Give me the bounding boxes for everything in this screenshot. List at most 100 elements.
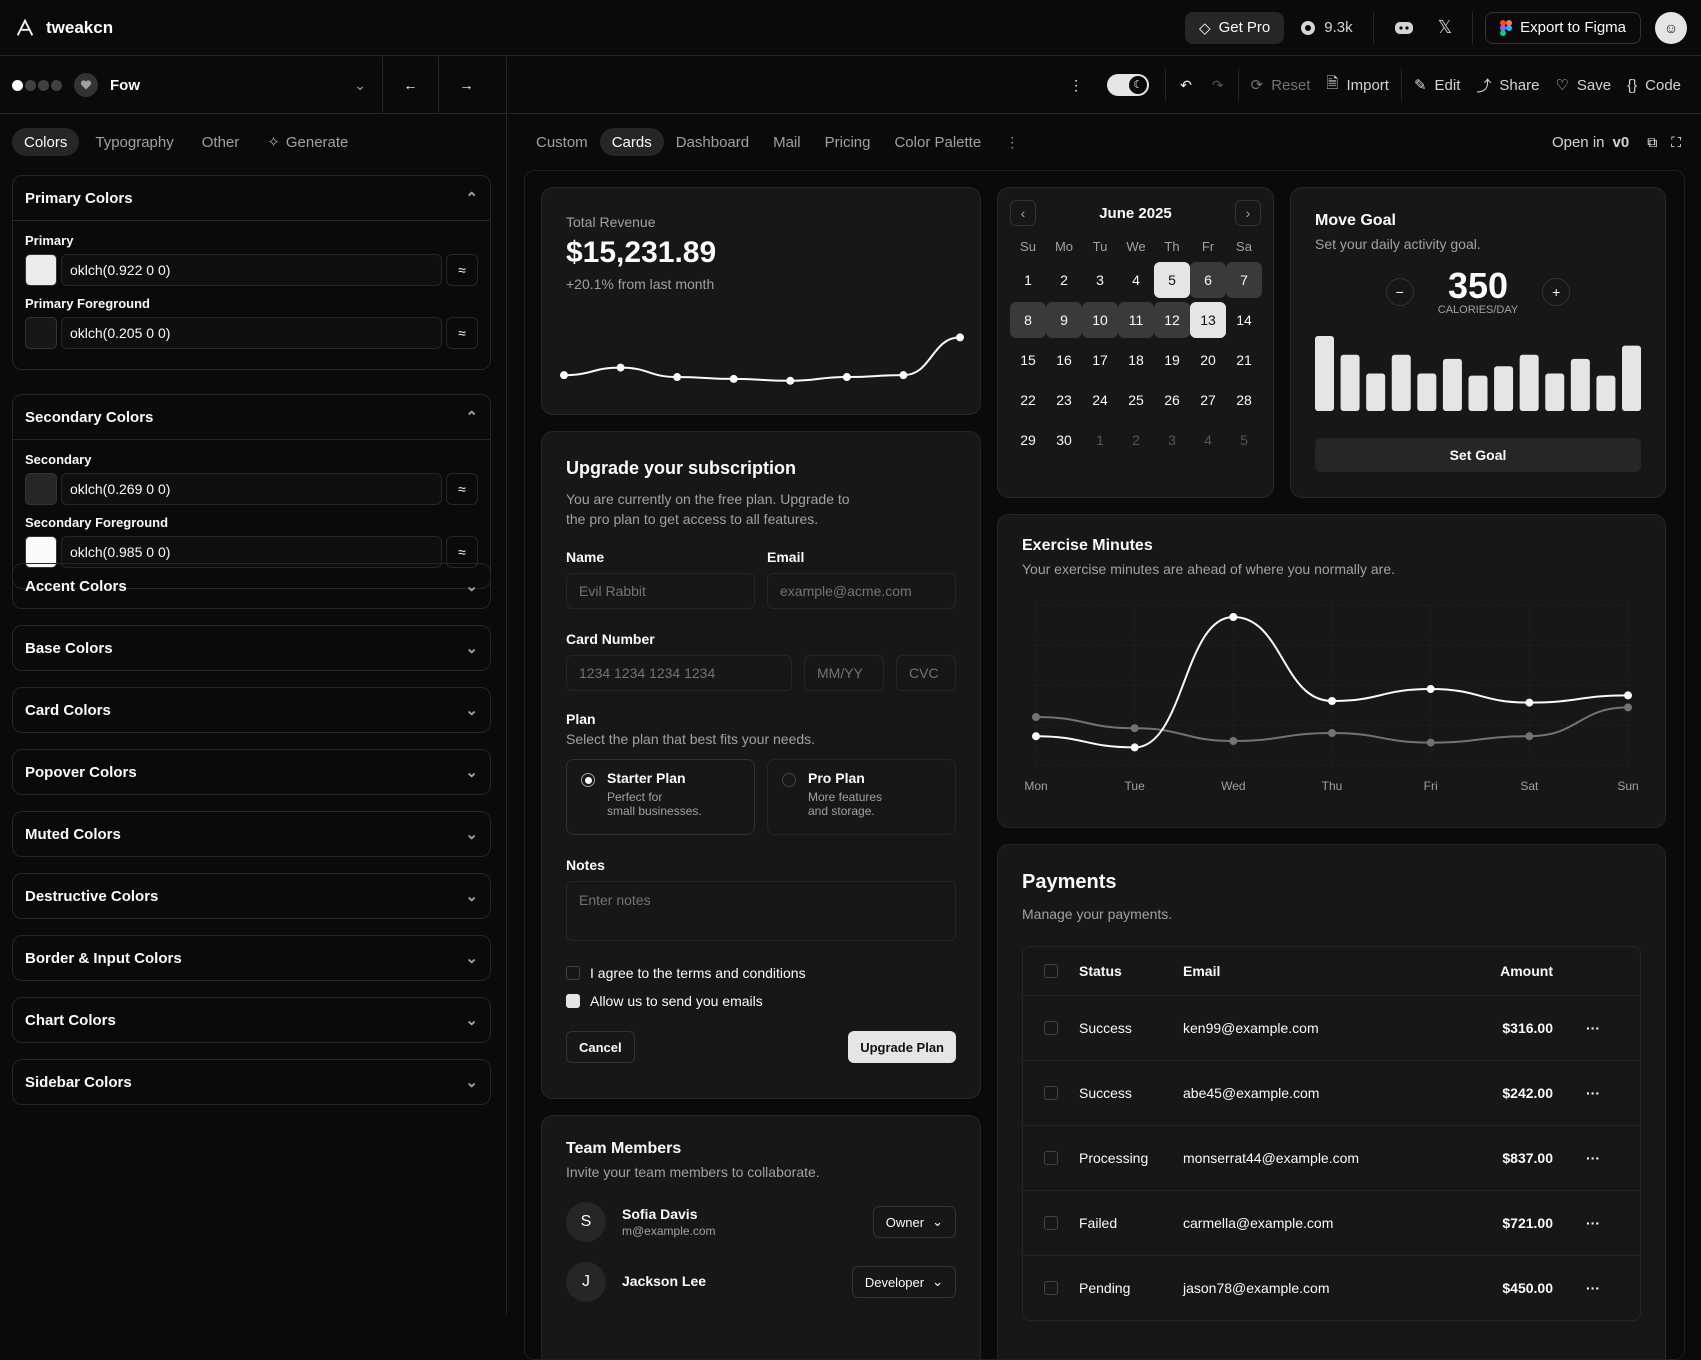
- calendar-day[interactable]: 24: [1092, 392, 1108, 408]
- x-twitter-button[interactable]: 𝕏: [1430, 12, 1461, 44]
- radio-selected[interactable]: [581, 773, 595, 787]
- pro-plan-option[interactable]: Pro Plan More features and storage.: [767, 759, 956, 835]
- tab-colors[interactable]: Colors: [12, 128, 80, 156]
- chevron-down-icon[interactable]: ⌄: [354, 76, 366, 93]
- fullscreen-icon[interactable]: ⛶: [1671, 133, 1681, 150]
- color-picker-button[interactable]: ≈: [446, 317, 478, 349]
- calendar-day[interactable]: 3: [1096, 272, 1104, 288]
- select-all-checkbox[interactable]: [1044, 964, 1058, 978]
- tab-color-palette[interactable]: Color Palette: [894, 133, 982, 151]
- calendar-day[interactable]: 18: [1128, 352, 1144, 368]
- calendar-day[interactable]: 5: [1154, 262, 1190, 298]
- set-goal-button[interactable]: Set Goal: [1315, 438, 1641, 472]
- calendar-day[interactable]: 25: [1128, 392, 1144, 408]
- role-select[interactable]: Owner ⌄: [872, 1206, 956, 1238]
- previous-theme-button[interactable]: ←: [382, 56, 438, 114]
- more-horizontal-icon[interactable]: ···: [1586, 1020, 1600, 1036]
- role-select[interactable]: Developer ⌄: [851, 1266, 956, 1298]
- color-swatch[interactable]: [25, 317, 57, 349]
- calendar-day[interactable]: 8: [1010, 302, 1046, 338]
- tab-cards[interactable]: Cards: [599, 128, 664, 156]
- calendar-day[interactable]: 9: [1046, 302, 1082, 338]
- color-section-header[interactable]: Accent Colors ⌄: [13, 564, 490, 608]
- calendar-day[interactable]: 22: [1020, 392, 1036, 408]
- color-input[interactable]: oklch(0.205 0 0): [61, 317, 442, 349]
- tab-dashboard[interactable]: Dashboard: [675, 133, 750, 151]
- calendar-day[interactable]: 12: [1154, 302, 1190, 338]
- share-button[interactable]: ⤴ Share: [1468, 69, 1547, 101]
- terms-checkbox[interactable]: [566, 966, 580, 980]
- next-month-button[interactable]: ›: [1234, 200, 1261, 226]
- color-input[interactable]: oklch(0.985 0 0): [61, 536, 442, 568]
- calendar-day[interactable]: 2: [1060, 272, 1068, 288]
- calendar-day[interactable]: 5: [1240, 432, 1248, 448]
- calendar-day[interactable]: 11: [1118, 302, 1154, 338]
- calendar-day[interactable]: 13: [1190, 302, 1226, 338]
- radio-unselected[interactable]: [782, 773, 796, 787]
- upgrade-plan-button[interactable]: Upgrade Plan: [848, 1031, 956, 1063]
- calendar-day[interactable]: 23: [1056, 392, 1072, 408]
- starter-plan-option[interactable]: Starter Plan Perfect for small businesse…: [566, 759, 755, 835]
- reset-button[interactable]: ⟳ Reset: [1243, 69, 1319, 101]
- color-section-header[interactable]: Border & Input Colors ⌄: [13, 936, 490, 980]
- calendar-day[interactable]: 27: [1200, 392, 1216, 408]
- tab-generate[interactable]: ✧ Generate: [255, 128, 360, 156]
- color-picker-button[interactable]: ≈: [446, 473, 478, 505]
- calendar-day[interactable]: 20: [1200, 352, 1216, 368]
- calendar-day[interactable]: 29: [1020, 432, 1036, 448]
- tab-mail[interactable]: Mail: [773, 133, 801, 151]
- open-in-v0-button[interactable]: Open in v0: [1544, 126, 1637, 158]
- notes-textarea[interactable]: Enter notes: [566, 881, 956, 941]
- more-horizontal-icon[interactable]: ···: [1586, 1215, 1600, 1231]
- table-row[interactable]: Pending jason78@example.com $450.00 ···: [1023, 1255, 1640, 1320]
- color-section-header[interactable]: Popover Colors ⌄: [13, 750, 490, 794]
- row-checkbox[interactable]: [1044, 1216, 1058, 1230]
- get-pro-button[interactable]: ◇ Get Pro: [1185, 11, 1285, 44]
- table-row[interactable]: Failed carmella@example.com $721.00 ···: [1023, 1190, 1640, 1255]
- calendar-day[interactable]: 1: [1024, 272, 1032, 288]
- decrease-button[interactable]: −: [1385, 278, 1414, 306]
- more-horizontal-icon[interactable]: ···: [1586, 1085, 1600, 1101]
- color-swatch[interactable]: [25, 254, 57, 286]
- row-checkbox[interactable]: [1044, 1281, 1058, 1295]
- user-avatar[interactable]: ☺: [1655, 11, 1687, 44]
- row-checkbox[interactable]: [1044, 1151, 1058, 1165]
- calendar-day[interactable]: 28: [1236, 392, 1252, 408]
- tab-other[interactable]: Other: [201, 133, 240, 151]
- discord-button[interactable]: [1386, 12, 1422, 44]
- row-checkbox[interactable]: [1044, 1021, 1058, 1035]
- redo-icon[interactable]: ↷: [1211, 76, 1224, 93]
- previous-month-button[interactable]: ‹: [1010, 200, 1036, 226]
- color-input[interactable]: oklch(0.269 0 0): [61, 473, 442, 505]
- color-section-header[interactable]: Base Colors ⌄: [13, 626, 490, 670]
- name-input[interactable]: Evil Rabbit: [566, 573, 755, 609]
- next-theme-button[interactable]: →: [438, 56, 494, 114]
- calendar-day[interactable]: 3: [1168, 432, 1176, 448]
- table-row[interactable]: Success abe45@example.com $242.00 ···: [1023, 1060, 1640, 1125]
- color-section-header[interactable]: Sidebar Colors ⌄: [13, 1060, 490, 1104]
- calendar-day[interactable]: 7: [1226, 262, 1262, 298]
- color-swatch[interactable]: [25, 536, 57, 568]
- calendar-day[interactable]: 10: [1082, 302, 1118, 338]
- calendar-day[interactable]: 1: [1096, 432, 1104, 448]
- more-vertical-icon[interactable]: ⋮: [1005, 133, 1020, 150]
- edit-button[interactable]: ✎ Edit: [1406, 69, 1468, 101]
- export-figma-button[interactable]: Export to Figma: [1485, 11, 1641, 44]
- calendar-day[interactable]: 4: [1204, 432, 1212, 448]
- undo-icon[interactable]: ↶: [1180, 76, 1192, 93]
- cvc-input[interactable]: CVC: [896, 655, 956, 691]
- calendar-day[interactable]: 2: [1132, 432, 1140, 448]
- color-picker-button[interactable]: ≈: [446, 536, 478, 568]
- calendar-day[interactable]: 4: [1132, 272, 1140, 288]
- calendar-day[interactable]: 21: [1236, 352, 1252, 368]
- calendar-day[interactable]: 6: [1190, 262, 1226, 298]
- import-button[interactable]: 🗎 Import: [1318, 69, 1397, 101]
- calendar-day[interactable]: 14: [1236, 312, 1252, 328]
- color-section-header[interactable]: Destructive Colors ⌄: [13, 874, 490, 918]
- calendar-day[interactable]: 15: [1020, 352, 1036, 368]
- theme-name[interactable]: Fow: [110, 76, 140, 94]
- table-row[interactable]: Success ken99@example.com $316.00 ···: [1023, 995, 1640, 1060]
- increase-button[interactable]: +: [1542, 278, 1571, 306]
- calendar-day[interactable]: 17: [1092, 352, 1108, 368]
- calendar-day[interactable]: 19: [1164, 352, 1180, 368]
